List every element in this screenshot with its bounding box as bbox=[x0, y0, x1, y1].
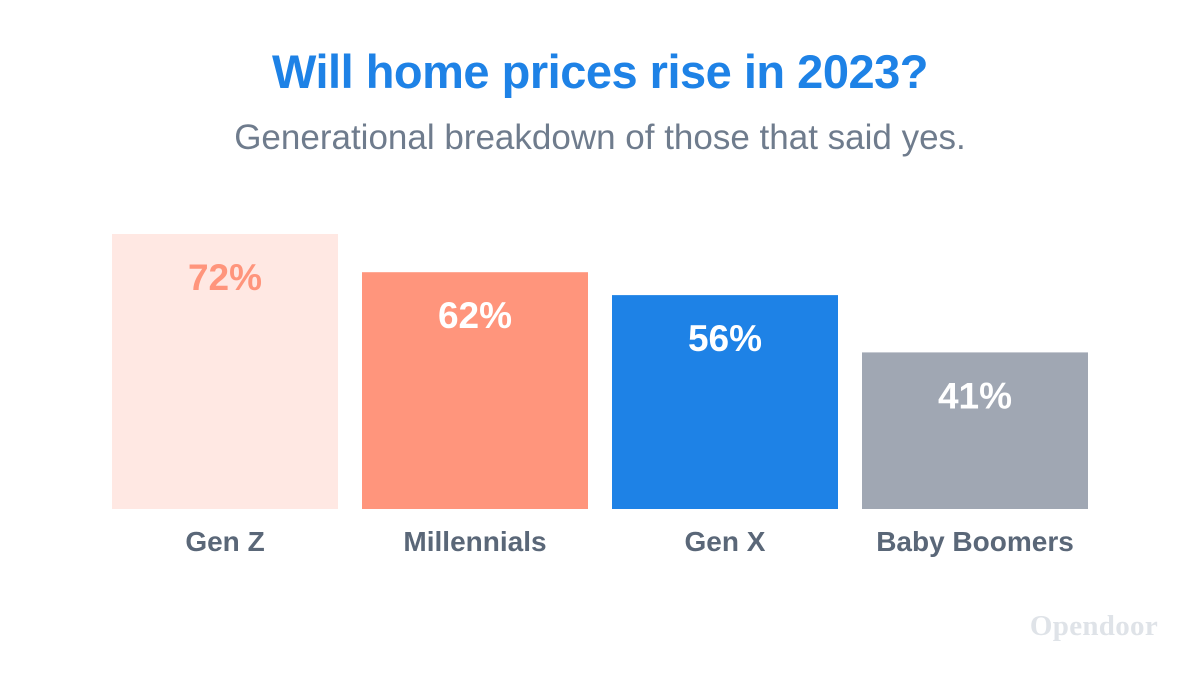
data-label: 56% bbox=[688, 318, 762, 359]
chart-title: Will home prices rise in 2023? bbox=[272, 45, 928, 98]
data-label: 72% bbox=[188, 257, 262, 298]
category-label: Gen X bbox=[685, 526, 766, 557]
bar-millennials bbox=[362, 272, 588, 509]
opendoor-logo: Opendoor bbox=[1029, 610, 1158, 642]
category-label: Gen Z bbox=[185, 526, 264, 557]
category-label: Millennials bbox=[403, 526, 546, 557]
data-label: 41% bbox=[938, 375, 1012, 416]
bar-baby-boomers bbox=[862, 352, 1088, 509]
bar-gen-x bbox=[612, 295, 838, 509]
bar-gen-z bbox=[112, 234, 338, 509]
chart-subtitle: Generational breakdown of those that sai… bbox=[234, 118, 966, 157]
category-label: Baby Boomers bbox=[876, 526, 1074, 557]
data-label: 62% bbox=[438, 295, 512, 336]
